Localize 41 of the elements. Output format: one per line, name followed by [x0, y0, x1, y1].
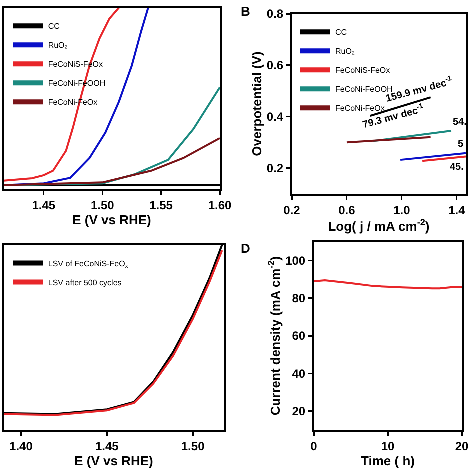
y-tick-label: 100 — [286, 254, 306, 268]
y-tick-label: 80 — [292, 292, 306, 306]
legend-label: LSV of FeCoNiS-FeO$_{x}$ — [48, 259, 128, 270]
annotation: 5 — [458, 139, 464, 150]
legend-label: RuO₂ — [335, 47, 356, 56]
x-tick-label: 1.4 — [448, 203, 466, 218]
legend-label: LSV after 500 cycles — [48, 278, 122, 288]
x-tick-label: 1.45 — [95, 439, 120, 454]
legend-label: FeCoNi-FeOx — [335, 104, 385, 114]
legend-label: RuO₂ — [48, 41, 68, 50]
annotation: 45. — [450, 162, 464, 173]
x-tick-label: 1.60 — [208, 198, 232, 212]
text: B — [241, 4, 250, 19]
legend-label: CC — [48, 22, 60, 32]
y-tick-label: 0.4 — [266, 110, 284, 124]
y-tick-label: 40 — [292, 366, 306, 381]
legend-label: CC — [335, 28, 348, 38]
x-tick-label: 20 — [455, 439, 469, 454]
x-tick-label: 1.55 — [150, 198, 174, 212]
text: D — [241, 241, 250, 256]
x-axis-title: E (V vs RHE) — [72, 212, 152, 228]
x-tick-label: 1.40 — [10, 439, 34, 454]
y-tick-label: 0.6 — [266, 58, 284, 73]
y-tick-label: 60 — [292, 329, 306, 344]
y-tick-label: 20 — [292, 404, 306, 418]
y-axis-title: Overpotential (V) — [249, 52, 264, 156]
annotation: 54. — [453, 117, 468, 128]
y-tick-label: 0.2 — [266, 161, 284, 176]
x-tick-label: 0.6 — [338, 203, 356, 218]
y-tick-label: 0.8 — [266, 7, 284, 22]
x-tick-label: 0 — [310, 439, 318, 454]
x-axis-title: Log( j / mA cm$^{-2}$) — [328, 217, 430, 234]
x-tick-label: 1.50 — [90, 198, 115, 212]
x-tick-label: 10 — [381, 439, 395, 454]
x-axis-title: E (V vs RHE) — [74, 454, 154, 468]
line-series — [314, 280, 462, 290]
x-tick-label: 1.50 — [181, 439, 206, 454]
legend-label: FeCoNiS-FeOx — [335, 66, 390, 76]
x-tick-label: 1.45 — [32, 198, 56, 212]
x-tick-label: 1.0 — [394, 203, 411, 218]
x-axis-title: Time ( h) — [361, 454, 415, 468]
